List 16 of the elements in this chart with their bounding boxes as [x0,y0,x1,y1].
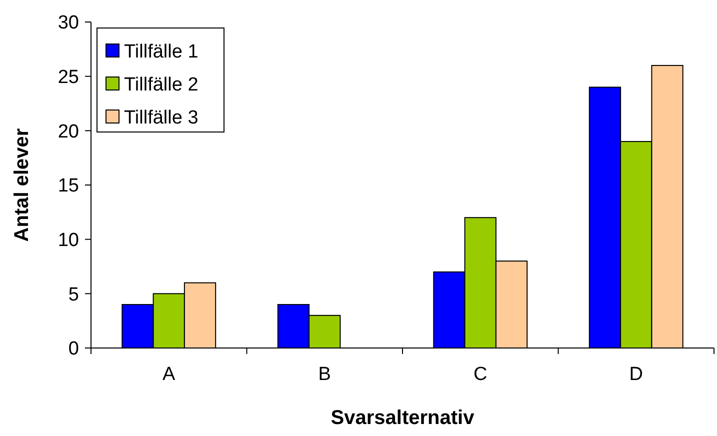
x-axis-title: Svarsalternativ [330,407,476,429]
y-tick-label: 30 [58,12,79,34]
y-tick-label: 0 [68,338,79,360]
x-tick-label: D [629,364,643,385]
y-tick-label: 15 [58,176,79,197]
legend-label: Tillfälle 2 [124,74,198,96]
y-axis-title: Antal elever [11,128,33,242]
y-tick-label: 20 [58,121,79,142]
x-tick-label: B [318,364,331,385]
x-tick-label: C [474,364,488,385]
x-tick-label: A [162,364,176,385]
y-tick-label: 5 [68,284,79,306]
y-tick-label: 25 [58,66,79,88]
y-tick-label: 10 [58,230,79,251]
legend-label: Tillfälle 3 [124,108,198,129]
legend-label: Tillfälle 1 [124,42,198,63]
